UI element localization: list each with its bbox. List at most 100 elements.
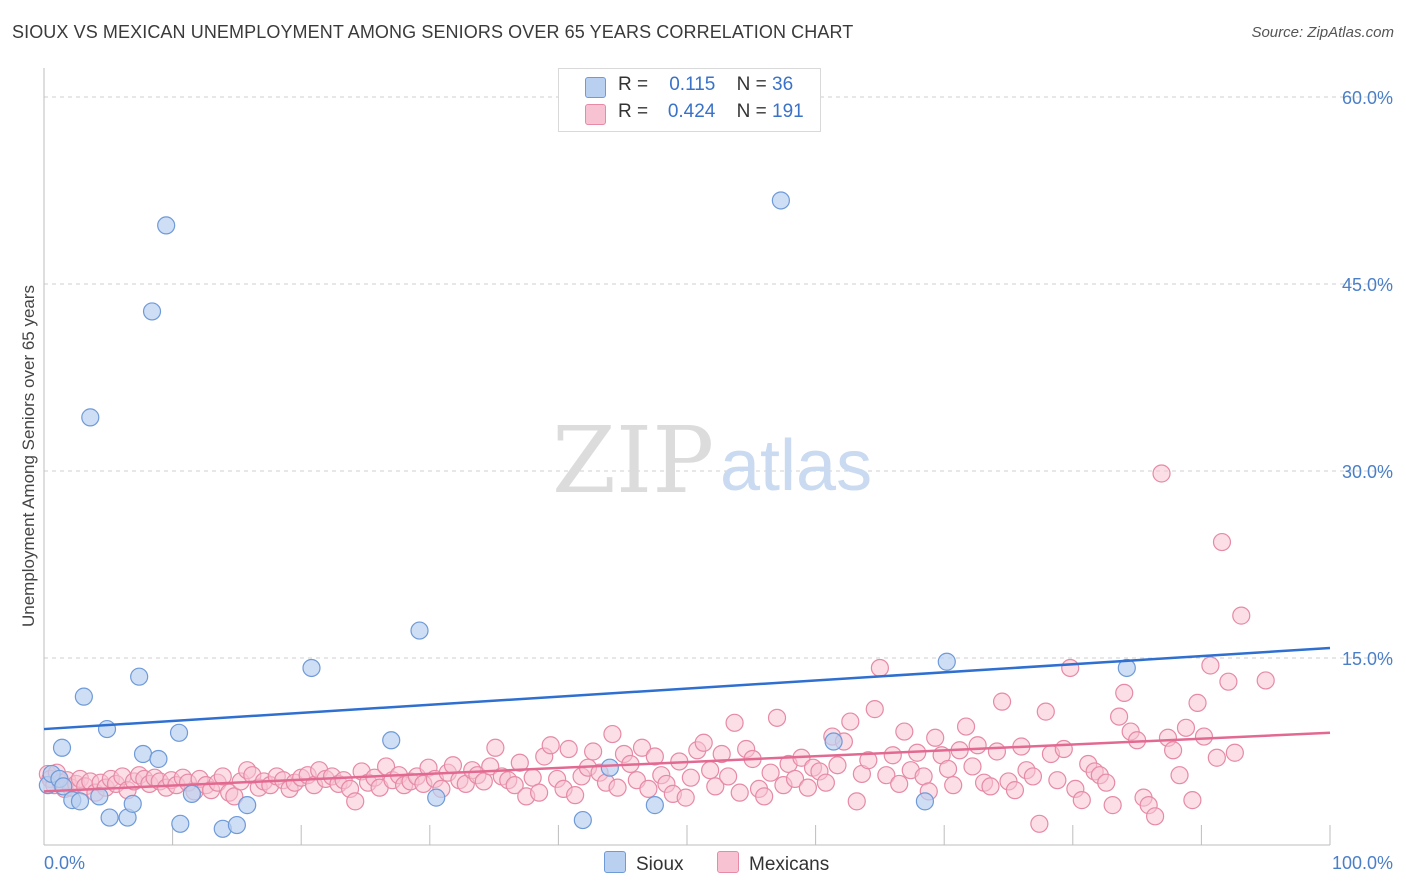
sioux-point: [133, 744, 153, 764]
mexicans-point: [486, 738, 505, 757]
bottom-legend-label-sioux: Sioux: [636, 854, 684, 875]
mexicans-point: [828, 756, 847, 775]
sioux-point: [382, 731, 401, 750]
mexicans-point: [603, 724, 622, 744]
sioux-point: [70, 792, 90, 811]
mexicans-point: [767, 708, 787, 727]
legend-r-label: R =: [618, 74, 654, 95]
mexicans-point: [1048, 771, 1067, 790]
sioux-point: [427, 788, 446, 807]
sioux-point: [937, 652, 956, 671]
mexicans-point: [785, 769, 805, 789]
mexicans-trend-line: [43, 731, 1331, 793]
sioux-point: [169, 723, 189, 742]
mexicans-point: [530, 783, 549, 802]
trend-lines: [43, 646, 1331, 793]
sioux-point: [182, 784, 201, 803]
sioux-point: [227, 815, 246, 835]
mexicans-point: [1219, 672, 1238, 691]
legend-n-value-mexicans: 191: [772, 101, 804, 122]
mexicans-point: [346, 792, 365, 811]
y-tick-label: 30.0%: [1342, 462, 1393, 482]
legend-n-label: N =: [736, 101, 773, 122]
mexicans-point: [645, 747, 664, 766]
mexicans-point: [1072, 791, 1091, 810]
mexicans-point: [859, 751, 878, 770]
watermark: ZIP atlas: [552, 407, 872, 514]
mexicans-point: [639, 779, 658, 799]
chart-source: Source: ZipAtlas.com: [1251, 24, 1394, 41]
mexicans-point: [712, 744, 731, 764]
axes: [43, 68, 1331, 846]
mexicans-point: [1176, 718, 1196, 737]
mexicans-point: [944, 776, 963, 795]
mexicans-point: [474, 772, 493, 791]
sioux-point: [81, 408, 100, 427]
sioux-point: [130, 667, 149, 686]
mexicans-point: [890, 774, 909, 794]
mexicans-point: [1103, 796, 1122, 815]
chart-title: SIOUX VS MEXICAN UNEMPLOYMENT AMONG SENI…: [12, 22, 854, 42]
mexicans-point: [1109, 707, 1129, 726]
legend-swatch-mexicans: [585, 104, 606, 125]
legend-r-value-mexicans: 0.424: [667, 101, 716, 122]
sioux-point: [100, 808, 119, 827]
mexicans-point: [225, 787, 244, 806]
mexicans-point: [566, 786, 585, 805]
sioux-point: [410, 621, 429, 640]
sioux-point: [97, 719, 117, 739]
sioux-point: [915, 792, 935, 811]
mexicans-point: [895, 722, 914, 741]
bottom-legend-swatch-sioux: [604, 851, 626, 873]
mexicans-point: [1115, 683, 1134, 703]
mexicans-point: [877, 766, 896, 785]
sioux-point: [123, 794, 142, 813]
y-tick-label: 45.0%: [1342, 275, 1393, 295]
mexicans-point: [541, 736, 560, 755]
sioux-point: [573, 810, 592, 830]
mexicans-point: [1225, 743, 1244, 762]
mexicans-point: [926, 728, 945, 747]
mexicans-point: [870, 658, 890, 678]
mexicans-point: [761, 763, 780, 782]
mexicans-point: [584, 742, 603, 761]
sioux-point: [771, 191, 790, 210]
series-mexicans: [38, 464, 1275, 833]
mexicans-point: [1201, 656, 1220, 675]
x-tick-min: 0.0%: [44, 853, 85, 873]
watermark-zip: ZIP: [552, 407, 714, 514]
bottom-legend-swatch-mexicans: [717, 851, 739, 873]
mexicans-point: [841, 712, 860, 731]
mexicans-point: [1097, 773, 1116, 792]
mexicans-point: [1023, 767, 1043, 786]
watermark-atlas: atlas: [720, 426, 872, 506]
sioux-point: [90, 787, 109, 806]
sioux-point: [645, 796, 664, 815]
legend-r-label: R =: [618, 101, 654, 122]
mexicans-point: [883, 746, 902, 765]
sioux-point: [142, 302, 162, 321]
legend-n-value-sioux: 36: [772, 74, 794, 95]
mexicans-point: [559, 739, 578, 759]
mexicans-point: [981, 777, 1000, 796]
mexicans-point: [1212, 532, 1232, 552]
mexicans-point: [1232, 606, 1251, 625]
bottom-legend-label-mexicans: Mexicans: [749, 854, 830, 875]
mexicans-point: [816, 773, 835, 792]
mexicans-point: [632, 738, 652, 757]
mexicans-point: [1152, 464, 1171, 483]
y-tick-labels: 15.0% 30.0% 45.0% 60.0%: [1342, 88, 1393, 669]
legend-r-value-sioux: 0.115: [669, 74, 716, 95]
sioux-point: [74, 687, 93, 706]
mexicans-point: [505, 776, 524, 795]
sioux-point: [302, 658, 321, 678]
mexicans-point: [1170, 766, 1189, 785]
grid-lines: [44, 96, 1395, 659]
mexicans-point: [956, 717, 976, 736]
mexicans-point: [730, 783, 749, 802]
x-tick-max: 100.0%: [1332, 853, 1393, 873]
mexicans-point: [706, 777, 725, 796]
sioux-point: [149, 749, 168, 769]
mexicans-point: [992, 692, 1012, 711]
